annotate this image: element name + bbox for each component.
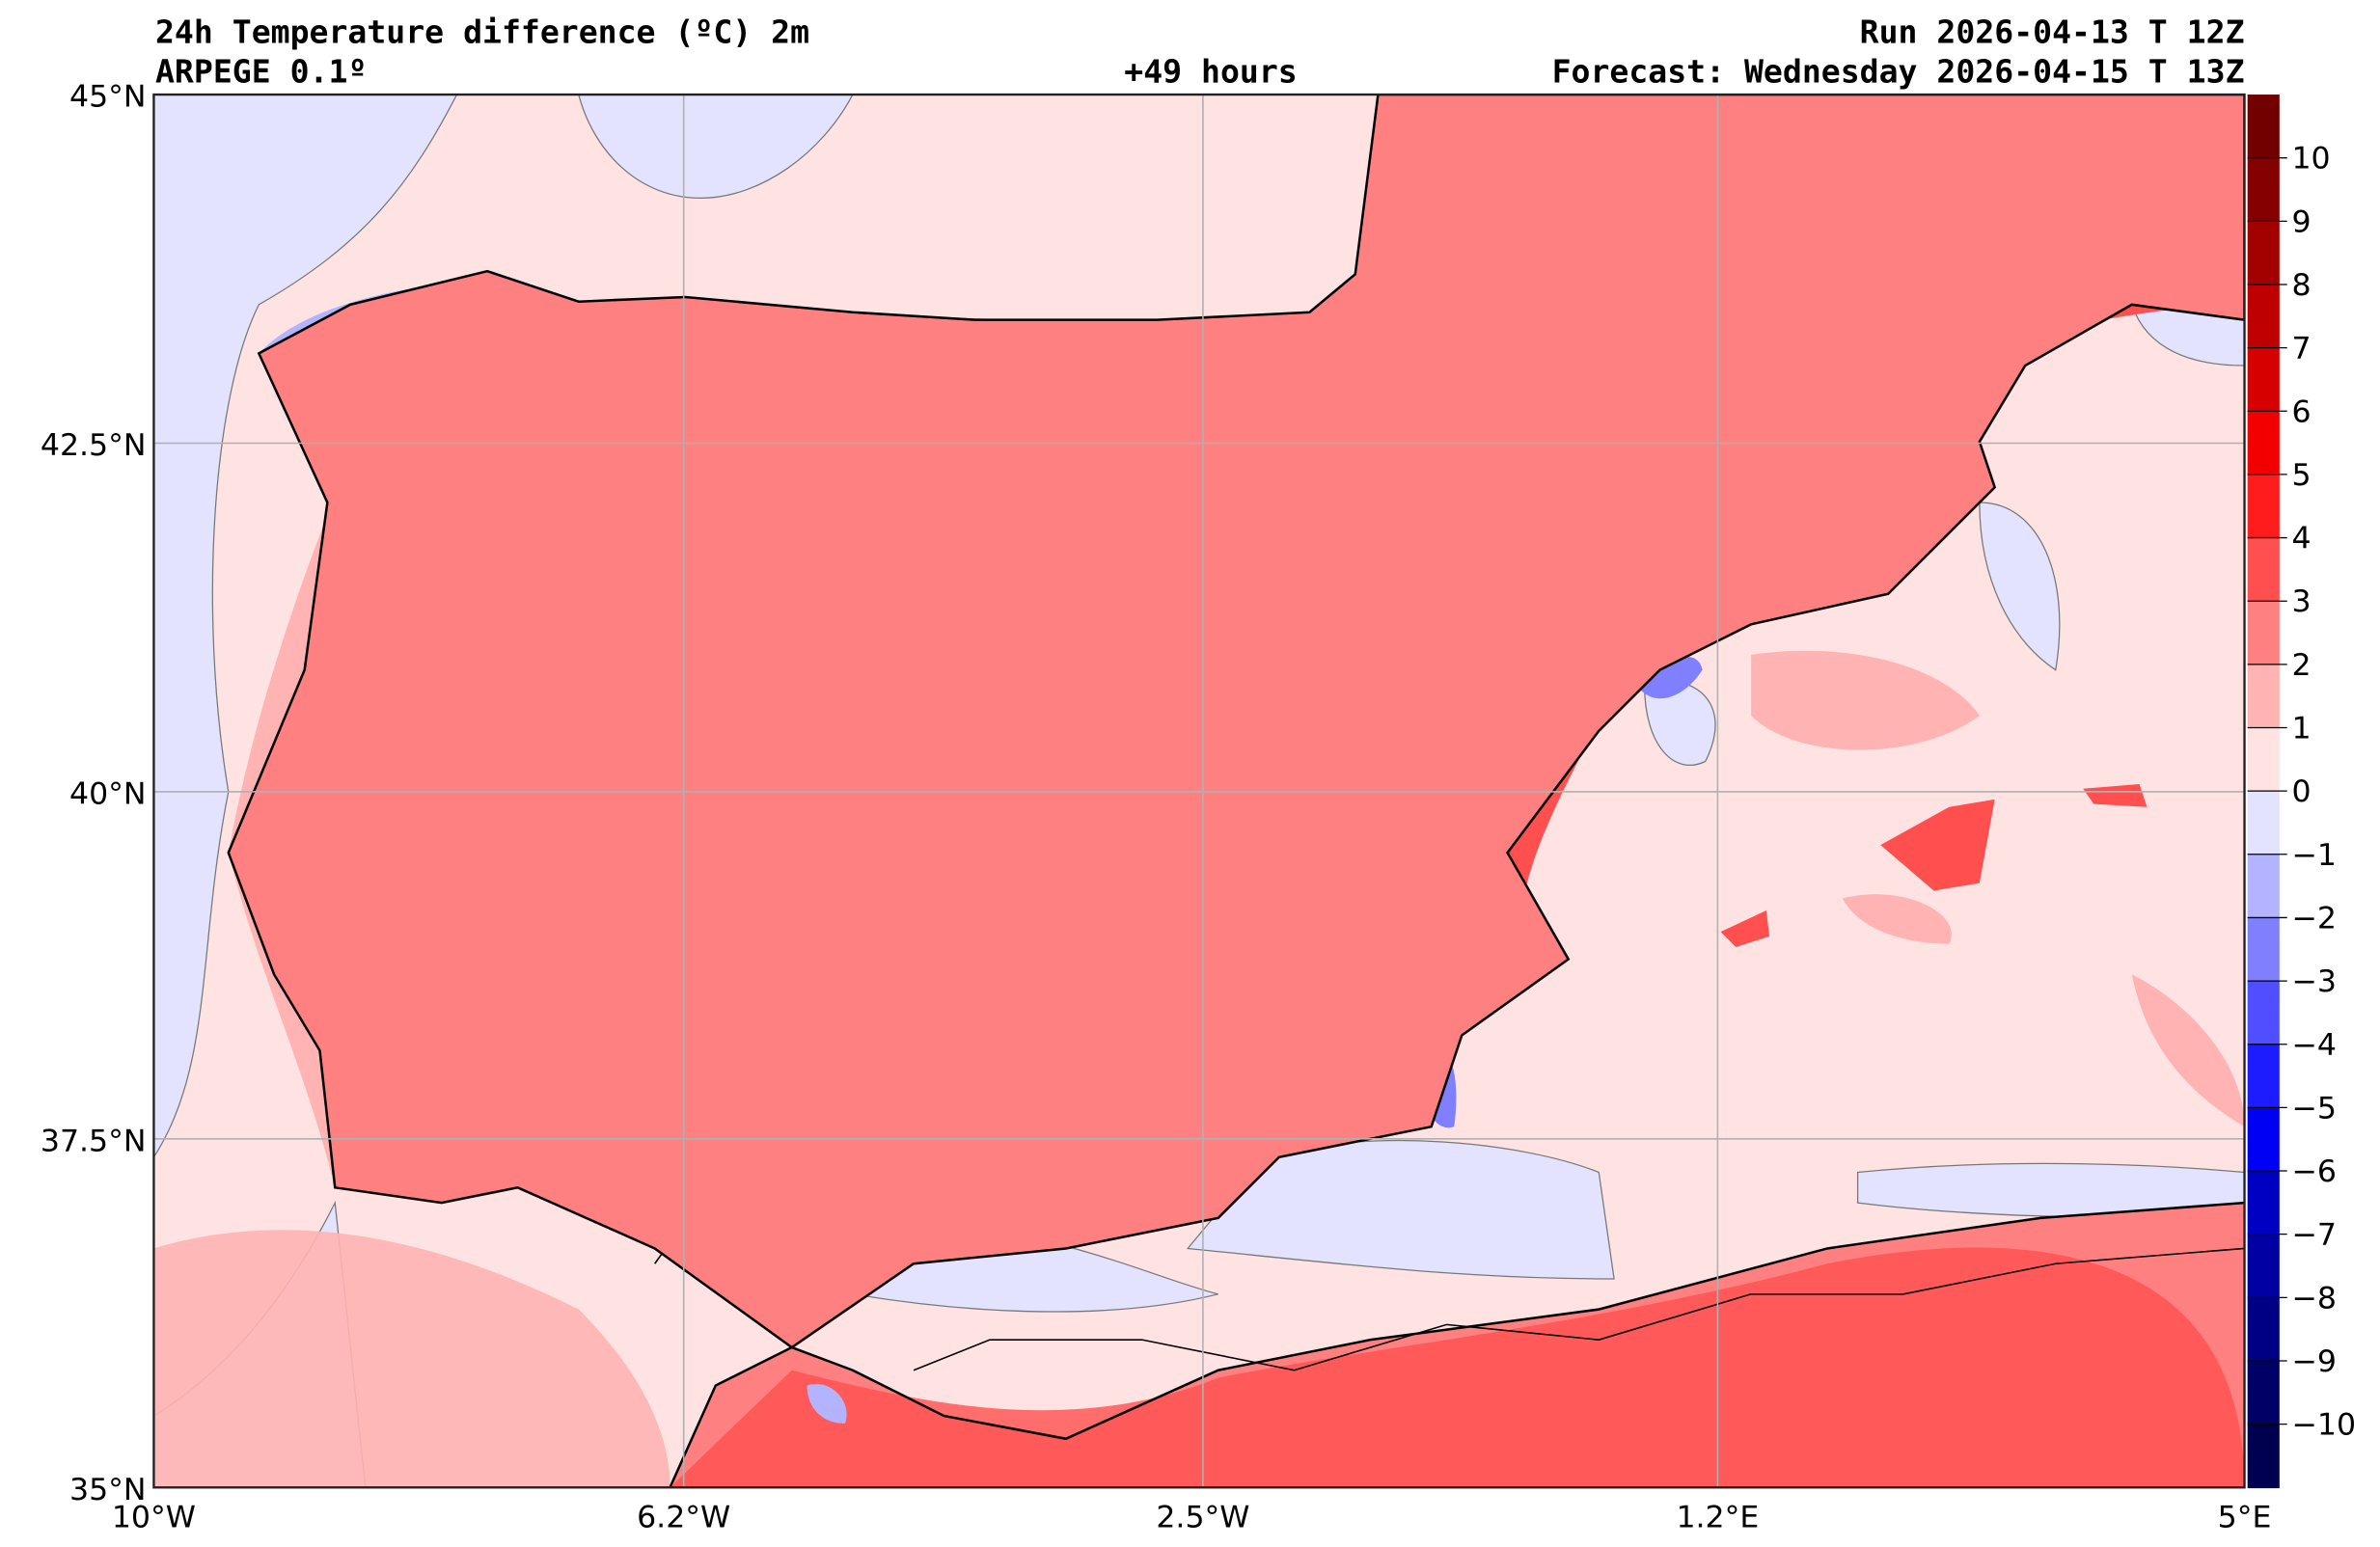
colorbar-label: −6 bbox=[2291, 1154, 2337, 1189]
lon-label: 6.2°W bbox=[637, 1500, 730, 1534]
colorbar-label: 10 bbox=[2291, 142, 2330, 176]
lat-label: 40°N bbox=[69, 777, 147, 812]
model-label: ARPEGE 0.1º bbox=[155, 52, 367, 90]
colorbar-label: −5 bbox=[2291, 1091, 2337, 1126]
colorbar-swatch bbox=[2247, 157, 2280, 223]
colorbar-label: 8 bbox=[2291, 268, 2311, 303]
colorbar-swatch bbox=[2247, 95, 2280, 159]
balearic-islands bbox=[1720, 784, 2147, 947]
colorbar-label: 2 bbox=[2291, 648, 2311, 683]
africa-coastline bbox=[669, 1201, 2245, 1488]
run-time: Run 2026-04-13 T 12Z bbox=[1860, 13, 2245, 50]
lon-label: 1.2°E bbox=[1676, 1500, 1759, 1534]
lat-label: 45°N bbox=[69, 80, 147, 115]
colorbar-label: 7 bbox=[2291, 332, 2311, 366]
colorbar-swatch bbox=[2247, 1171, 2280, 1235]
colorbar-swatch bbox=[2247, 1360, 2280, 1425]
map-area bbox=[153, 95, 2245, 1488]
map-title: 24h Temperature difference (ºC) 2m bbox=[155, 13, 809, 50]
colorbar-swatch bbox=[2247, 1234, 2280, 1299]
colorbar-swatch bbox=[2247, 854, 2280, 919]
colorbar-swatch bbox=[2247, 347, 2280, 413]
lat-axis: 45°N 42.5°N 40°N 37.5°N 35°N bbox=[41, 80, 147, 1507]
lat-label: 35°N bbox=[69, 1473, 147, 1507]
lon-axis: 10°W 6.2°W 2.5°W 1.2°E 5°E bbox=[112, 1500, 2272, 1534]
colorbar-label: 3 bbox=[2291, 584, 2311, 619]
gridlines bbox=[153, 95, 2245, 1488]
colorbar-label: 0 bbox=[2291, 774, 2311, 809]
colorbar-swatch bbox=[2247, 411, 2280, 475]
lon-label: 2.5°W bbox=[1156, 1500, 1249, 1534]
colorbar-label: −2 bbox=[2291, 901, 2337, 936]
colorbar-label: 1 bbox=[2291, 712, 2311, 746]
colorbar-swatch bbox=[2247, 727, 2280, 792]
plot-frame bbox=[152, 93, 2246, 1489]
colorbar-swatch bbox=[2247, 664, 2280, 729]
lat-label: 42.5°N bbox=[41, 428, 147, 463]
colorbar-swatch bbox=[2247, 474, 2280, 539]
colorbar-swatch bbox=[2247, 284, 2280, 349]
colorbar-label: −4 bbox=[2291, 1028, 2337, 1063]
colorbar-label: 5 bbox=[2291, 458, 2311, 493]
colorbar-swatch bbox=[2247, 601, 2280, 665]
colorbar-swatch bbox=[2247, 1044, 2280, 1109]
colorbar-swatch bbox=[2247, 1107, 2280, 1172]
forecast-time: Forecast: Wednesday 2026-04-15 T 13Z bbox=[1552, 52, 2245, 90]
colorbar-label: −3 bbox=[2291, 964, 2337, 999]
colorbar-swatch bbox=[2247, 981, 2280, 1045]
lon-label: 5°E bbox=[2218, 1500, 2272, 1534]
colorbar-label: −1 bbox=[2291, 838, 2337, 873]
lat-label: 37.5°N bbox=[41, 1124, 147, 1158]
lead-time: +49 hours bbox=[1124, 52, 1298, 90]
colorbar-swatch bbox=[2247, 791, 2280, 855]
colorbar-label: −8 bbox=[2291, 1281, 2337, 1316]
colorbar-label: 9 bbox=[2291, 204, 2311, 239]
colorbar-label: −7 bbox=[2291, 1218, 2337, 1253]
sea-warm-areas bbox=[153, 650, 2245, 1488]
colorbar-label: −10 bbox=[2291, 1408, 2356, 1443]
lon-label: 10°W bbox=[112, 1500, 196, 1534]
colorbar-swatch bbox=[2247, 537, 2280, 603]
colorbar-label: 6 bbox=[2291, 394, 2311, 429]
colorbar-swatch bbox=[2247, 1424, 2280, 1489]
colorbar-label: 4 bbox=[2291, 522, 2311, 556]
colorbar-swatch bbox=[2247, 221, 2280, 285]
colorbar-swatch bbox=[2247, 1297, 2280, 1362]
colorbar-label: −9 bbox=[2291, 1344, 2337, 1379]
colorbar-swatch bbox=[2247, 917, 2280, 982]
